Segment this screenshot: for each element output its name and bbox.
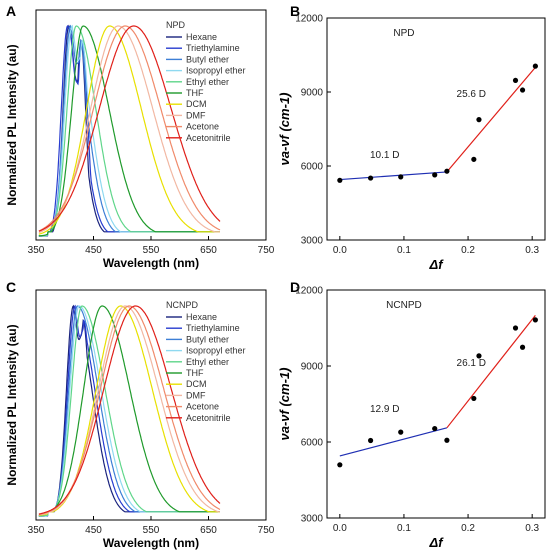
y-tick-label-D-0: 3000 [301,514,324,525]
data-point-B-5 [471,156,477,162]
y-axis-label-B: νa-νf (cm-1) [277,93,292,166]
y-axis-label-C: Normalized PL Intensity (au) [5,324,19,485]
series-line-A-5 [38,25,220,237]
data-point-D-7 [512,325,519,331]
fit-label-B-1: 25.6 D [457,89,486,100]
data-point-B-4 [444,168,450,174]
y-tick-label-D-3: 12000 [295,286,323,297]
legend-label-A-5: THF [186,88,204,98]
data-point-B-3 [432,172,438,178]
x-tick-label-B-0: 0.0 [333,245,347,256]
x-tick-label-C-4: 750 [258,525,275,536]
legend-label-A-0: Hexane [186,32,217,42]
y-tick-label-D-2: 9000 [301,362,324,373]
x-tick-label-C-1: 450 [85,525,102,536]
series-line-C-9 [38,305,221,515]
y-tick-label-B-2: 9000 [301,88,324,99]
data-point-B-0 [337,177,343,183]
x-tick-label-A-3: 650 [200,245,217,256]
panel-letter-D: D [290,279,300,295]
legend-label-C-5: THF [186,368,204,378]
y-axis-label-D: νa-νf (cm-1) [277,368,292,441]
inset-label-D: NCNPD [386,300,422,311]
data-point-B-2 [398,174,404,180]
panel-letter-B: B [290,3,300,19]
x-tick-label-D-0: 0.0 [333,523,347,534]
x-axis-label-C: Wavelength (nm) [103,536,199,550]
x-tick-label-B-2: 0.2 [461,245,475,256]
data-point-D-0 [337,462,343,468]
legend-label-C-6: DCM [186,379,207,389]
x-tick-label-B-3: 0.3 [525,245,539,256]
y-tick-label-B-0: 3000 [301,236,324,247]
x-axis-label-A: Wavelength (nm) [103,256,199,270]
y-tick-label-B-3: 12000 [295,14,323,25]
legend-label-A-6: DCM [186,99,207,109]
legend-label-A-3: Isopropyl ether [186,66,246,76]
legend-label-C-4: Ethyl ether [186,357,229,367]
data-point-D-1 [368,437,374,444]
legend-label-C-2: Butyl ether [186,334,229,344]
legend-label-A-9: Acetonitrile [186,133,231,143]
x-tick-label-A-1: 450 [85,245,102,256]
legend-title-A: NPD [166,20,186,30]
x-tick-label-D-2: 0.2 [461,523,475,534]
data-point-D-4 [444,437,450,443]
x-tick-label-D-3: 0.3 [525,523,539,534]
fit-label-B-0: 10.1 D [370,150,399,161]
fit-label-D-0: 12.9 D [370,404,399,415]
panel-letter-A: A [6,3,16,19]
x-tick-label-C-3: 650 [200,525,217,536]
data-point-B-8 [519,87,526,93]
data-point-D-2 [398,429,404,435]
legend-label-A-8: Acetone [186,122,219,132]
legend-label-A-7: DMF [186,110,206,120]
plot-frame-D [326,289,546,519]
panel-letter-C: C [6,279,16,295]
data-point-B-6 [476,117,482,123]
x-tick-label-D-1: 0.1 [397,523,411,534]
series-line-A-9 [38,25,221,232]
fit-line-D-0 [339,427,448,457]
data-point-D-3 [432,425,438,432]
x-tick-label-A-4: 750 [258,245,275,256]
data-point-D-5 [471,395,477,402]
x-tick-label-A-0: 350 [28,245,45,256]
y-tick-label-B-1: 6000 [301,162,324,173]
legend-label-C-9: Acetonitrile [186,413,231,423]
legend-title-C: NCNPD [166,300,199,310]
x-tick-label-B-1: 0.1 [397,245,411,256]
legend-label-C-0: Hexane [186,312,217,322]
fit-label-D-1: 26.1 D [457,358,486,369]
y-axis-label-A: Normalized PL Intensity (au) [5,44,19,205]
x-tick-label-A-2: 550 [143,245,160,256]
y-tick-label-D-1: 6000 [301,438,324,449]
legend-label-C-3: Isopropyl ether [186,346,246,356]
data-point-B-9 [532,63,538,69]
fit-line-B-0 [339,171,447,181]
series-line-C-5 [38,305,220,516]
legend-label-C-7: DMF [186,390,206,400]
legend-label-A-2: Butyl ether [186,54,229,64]
legend-label-C-1: Triethylamine [186,323,240,333]
x-tick-label-C-0: 350 [28,525,45,536]
x-tick-label-C-2: 550 [143,525,160,536]
data-point-D-8 [519,344,526,350]
legend-label-C-8: Acetone [186,402,219,412]
data-point-D-6 [476,353,482,359]
inset-label-B: NPD [393,28,414,39]
legend-label-A-1: Triethylamine [186,43,240,53]
data-point-D-9 [532,317,538,323]
legend-label-A-4: Ethyl ether [186,77,229,87]
x-axis-label-D: Δf [428,535,444,550]
x-axis-label-B: Δf [428,257,444,272]
data-point-B-7 [512,77,519,84]
fit-line-D-1 [446,314,536,429]
fit-line-B-1 [446,66,536,173]
data-point-B-1 [368,175,374,181]
plot-frame-B [326,17,546,241]
